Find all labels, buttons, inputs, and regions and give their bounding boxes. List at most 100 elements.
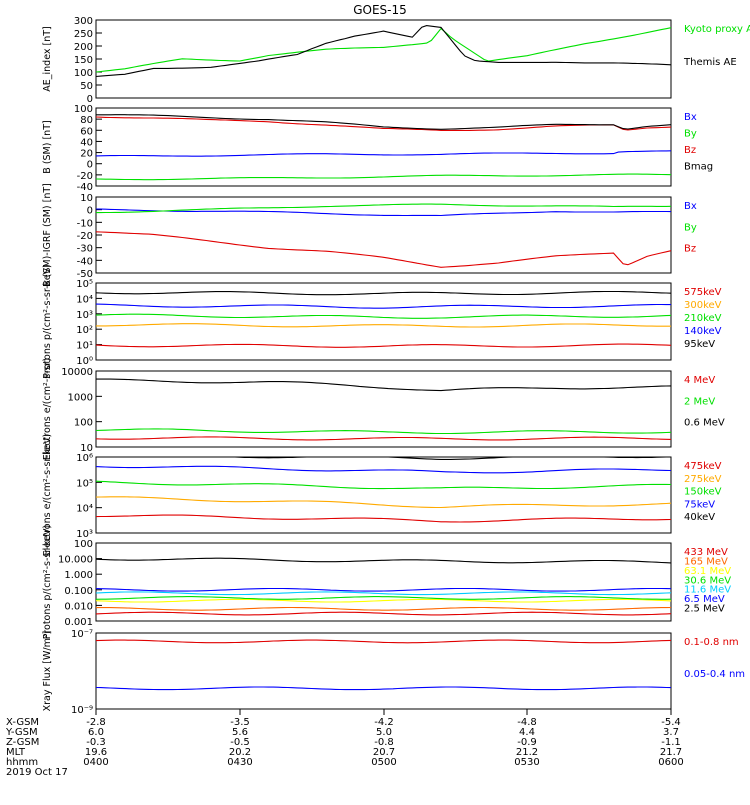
series-line (95, 557, 672, 564)
legend-label: Bz (684, 145, 696, 156)
y-tick-label: 100 (74, 104, 93, 115)
series-line (95, 25, 672, 78)
y-tick-label: 10⁶ (76, 453, 93, 464)
y-tick-label: -50 (77, 269, 93, 280)
table-cell: 0400 (83, 757, 108, 768)
panel-frame (95, 542, 672, 622)
series-line (95, 587, 672, 592)
series-line (95, 591, 672, 596)
series-line (96, 378, 672, 392)
y-tick-label: 10⁴ (76, 294, 93, 305)
legend-label: 11.6 MeV (684, 585, 731, 596)
legend-label: 2 MeV (684, 396, 715, 407)
legend-label: 0.6 MeV (684, 418, 725, 429)
series-line (95, 343, 672, 348)
series-line (95, 116, 672, 131)
legend-label: 575keV (684, 287, 722, 298)
panel-frame (95, 632, 672, 710)
plot-title: GOES-15 (353, 3, 407, 17)
y-axis-label: B (SM)-IGRF (SM) [nT] (42, 183, 53, 287)
panel-5: Electrons e/(cm²-s-sr) 10 100 1000 10000 4 Me… (42, 358, 725, 460)
y-tick-label: 100 (74, 418, 93, 429)
legend-label: Bz (684, 244, 696, 255)
series-line (95, 480, 672, 490)
table-cell: 21.7 (660, 747, 682, 758)
series-line (95, 173, 672, 181)
table-cell: -3.5 (230, 717, 250, 728)
y-axis-label: AE_index [nT] (42, 26, 53, 92)
legend-label: Kyoto proxy AE (684, 24, 750, 35)
panel-1: AE_index [nT] 0 50 100 150 200 250 300 Kyoto pro… (42, 16, 750, 105)
table-cell: 6.0 (88, 727, 104, 738)
series-line (95, 686, 672, 691)
table-row-label: X-GSM (6, 717, 39, 728)
table-cell: -0.9 (517, 737, 537, 748)
y-tick-label: 300 (74, 16, 93, 27)
y-tick-label: 10000 (61, 367, 93, 378)
y-tick-label: 0 (87, 94, 93, 105)
table-row-label: 2019 Oct 17 (6, 767, 68, 778)
series-line (95, 27, 672, 73)
series-line (96, 323, 671, 328)
panel-6: Electrons e/(cm²-s-sr-keV) 10³ 10⁴ 10⁵ 10⁶ 47… (42, 434, 722, 557)
legend-label: 475keV (684, 461, 722, 472)
y-tick-label: 10⁵ (76, 478, 93, 489)
y-tick-label: 10⁴ (76, 504, 93, 515)
legend-label: 63.1 MeV (684, 566, 731, 577)
y-tick-label: 10³ (76, 529, 93, 540)
legend-label: 2.5 MeV (684, 604, 725, 615)
y-tick-label: 80 (80, 115, 93, 126)
panel-3: B (SM)-IGRF (SM) [nT] -50-40-30-20-10010B… (42, 183, 697, 287)
y-tick-label: 10.000 (58, 555, 93, 566)
series-line (95, 598, 672, 603)
series-line (96, 203, 672, 214)
panel-frame (95, 282, 672, 361)
legend-label: 140keV (684, 326, 722, 337)
legend-label: 6.5 MeV (684, 594, 725, 605)
table-row-label: MLT (6, 747, 26, 758)
legend-label: 4 MeV (684, 375, 715, 386)
table-cell: -2.8 (86, 717, 106, 728)
legend-label: 275keV (684, 474, 722, 485)
series-line (95, 303, 671, 309)
panel-8: Xray Flux [W/m²] 10⁻⁹ 10⁻⁷ 0.1-0.8 nm 0.05-0… (42, 629, 745, 716)
legend-label: 30.6 MeV (684, 575, 731, 586)
y-tick-label: 150 (74, 55, 93, 66)
y-tick-label: -10 (77, 218, 93, 229)
y-tick-label: -30 (77, 244, 93, 255)
table-cell: 0500 (371, 757, 396, 768)
y-tick-label: 200 (74, 42, 93, 53)
y-tick-label: 60 (80, 126, 93, 137)
panel-frame (95, 456, 672, 534)
y-tick-label: 10⁵ (76, 279, 93, 290)
y-tick-label: 0.100 (64, 586, 93, 597)
y-tick-label: 40 (80, 137, 93, 148)
y-tick-label: 0.001 (64, 617, 93, 628)
series-line (95, 496, 672, 509)
y-tick-label: 10¹ (76, 341, 93, 352)
series-line (95, 208, 672, 217)
legend-label: 0.05-0.4 nm (684, 669, 745, 680)
series-line (95, 465, 672, 474)
legend-label: 300keV (684, 300, 722, 311)
legend-label: Bx (684, 201, 697, 212)
y-tick-label: 100 (74, 68, 93, 79)
table-cell: 0600 (658, 757, 683, 768)
y-axis-label: Xray Flux [W/m²] (42, 631, 53, 712)
table-cell: 20.2 (229, 747, 251, 758)
legend-label: 75keV (684, 499, 715, 510)
panel-7: Protons p/(cm²-s-sr-keV) 0.001 0.010 0.100 1… (42, 525, 731, 640)
series-line (96, 456, 671, 460)
series-line (95, 611, 672, 616)
legend-label: 0.1-0.8 nm (684, 637, 739, 648)
series-line (95, 231, 672, 268)
series-line (95, 514, 672, 523)
table-cell: 4.4 (519, 727, 535, 738)
legend-label: 165 MeV (684, 556, 728, 567)
table-row-label: Z-GSM (6, 737, 39, 748)
